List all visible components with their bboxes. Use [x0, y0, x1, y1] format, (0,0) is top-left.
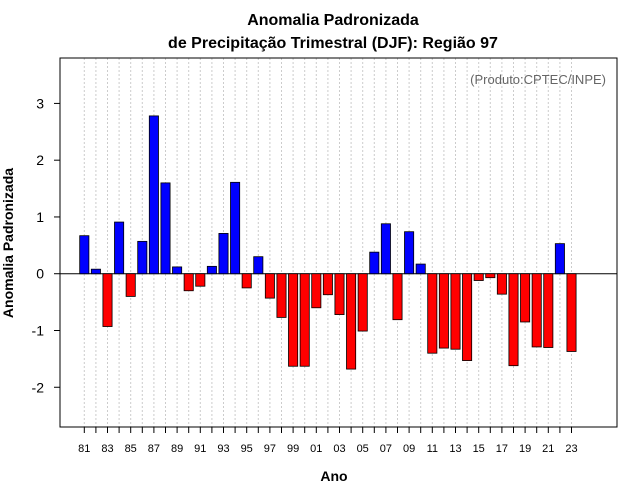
chart-title-line2: de Precipitação Trimestral (DJF): Região…: [168, 35, 498, 52]
bar-85: [125, 273, 136, 297]
bar-04: [346, 273, 357, 370]
x-tick-label: 99: [287, 443, 299, 455]
x-tick-label: 15: [473, 443, 485, 455]
y-axis: -2 -1 0 1 2 3: [32, 95, 60, 395]
bar-18: [508, 273, 519, 367]
bars: [79, 115, 577, 370]
y-axis-label: Anomalia Padronizada: [0, 168, 16, 318]
bar-20: [531, 273, 542, 348]
bar-02: [322, 273, 333, 296]
x-tick-label: 19: [519, 443, 531, 455]
bar-05: [357, 273, 368, 332]
bar-22: [554, 243, 565, 275]
bar-99: [288, 273, 299, 367]
bar-13: [450, 273, 461, 350]
bar-83: [102, 273, 113, 327]
bar-06: [369, 251, 380, 275]
bar-93: [218, 233, 229, 275]
x-tick-label: 91: [194, 443, 206, 455]
x-tick-label: 95: [241, 443, 253, 455]
bar-91: [195, 273, 206, 287]
x-tick-label: 17: [496, 443, 508, 455]
chart-title-line1: Anomalia Padronizada: [247, 12, 419, 29]
x-tick-label: 05: [357, 443, 369, 455]
y-tick-label: 1: [36, 209, 44, 225]
bar-17: [496, 273, 507, 295]
bar-98: [276, 273, 287, 318]
bar-09: [404, 231, 415, 275]
x-tick-label: 81: [78, 443, 90, 455]
x-tick-label: 21: [542, 443, 554, 455]
x-tick-label: 07: [380, 443, 392, 455]
x-axis-label: Ano: [320, 468, 347, 484]
bar-01: [311, 273, 322, 309]
x-tick-label: 13: [449, 443, 461, 455]
x-tick-label: 23: [565, 443, 577, 455]
bar-95: [241, 273, 252, 289]
x-tick-label: 01: [310, 443, 322, 455]
bar-10: [415, 263, 426, 275]
bar-08: [392, 273, 403, 321]
bar-12: [438, 273, 449, 349]
credit-text: (Produto:CPTEC/INPE): [470, 72, 606, 87]
y-tick-label: 0: [36, 266, 44, 282]
bar-94: [230, 181, 241, 275]
x-axis: 81 83 85 87 89 91 93 95 97 99 01 03 05 07 09 11 13 15 17 19…: [78, 427, 578, 455]
x-tick-label: 93: [217, 443, 229, 455]
bar-87: [148, 115, 159, 275]
bar-82: [90, 268, 101, 275]
x-tick-label: 87: [148, 443, 160, 455]
y-tick-label: -1: [32, 322, 45, 338]
y-tick-label: -2: [32, 379, 45, 395]
bar-16: [485, 273, 496, 279]
y-tick-label: 2: [36, 152, 44, 168]
x-tick-label: 03: [333, 443, 345, 455]
bar-81: [79, 235, 90, 275]
bar-88: [160, 182, 171, 275]
bar-89: [172, 266, 183, 275]
bar-21: [543, 273, 554, 348]
x-tick-label: 89: [171, 443, 183, 455]
bar-84: [114, 221, 125, 275]
bar-00: [299, 273, 310, 367]
bar-03: [334, 273, 345, 315]
bar-92: [206, 265, 217, 275]
bar-19: [520, 273, 531, 323]
x-tick-label: 11: [427, 443, 438, 455]
x-tick-label: 85: [125, 443, 137, 455]
bar-96: [253, 256, 264, 275]
bar-23: [566, 273, 577, 352]
x-tick-label: 09: [403, 443, 415, 455]
plot-frame: [59, 57, 618, 428]
bar-90: [183, 273, 194, 292]
bar-11: [427, 273, 438, 354]
bar-15: [473, 273, 484, 281]
x-tick-label: 83: [101, 443, 113, 455]
bar-86: [137, 240, 148, 275]
y-tick-label: 3: [36, 95, 44, 111]
bar-07: [380, 223, 391, 275]
x-tick-label: 97: [264, 443, 276, 455]
bar-97: [264, 273, 275, 299]
bar-14: [462, 273, 473, 361]
